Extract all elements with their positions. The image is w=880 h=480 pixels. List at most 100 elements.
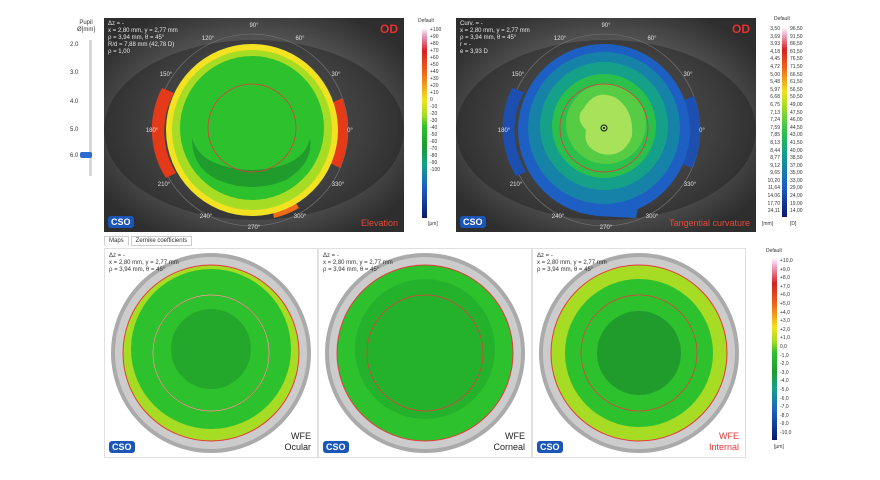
wfe-type-label: WFE Ocular xyxy=(284,431,311,453)
scale-tick: -1,0 xyxy=(780,352,789,359)
curvature-colorbar xyxy=(782,27,787,217)
scale-tick: 7,59 xyxy=(770,124,780,131)
cso-logo: CSO xyxy=(537,441,563,453)
scale-tick: -6,0 xyxy=(780,395,789,402)
wfe-scale[interactable]: Default +10,0 +9,0 +8,0 +7,0 +6,0 +5,0 +4,0 +3,… xyxy=(756,248,796,456)
angle-label: 0° xyxy=(699,128,705,134)
scale-tick: 33,00 xyxy=(790,177,803,184)
angle-label: 60° xyxy=(295,36,305,42)
angle-label: 300° xyxy=(646,214,659,220)
scale-tick: +4,0 xyxy=(780,309,790,316)
map-type-label[interactable]: Tangential curvature xyxy=(668,218,750,228)
scale-tick: 4,18 xyxy=(770,48,780,55)
elevation-scale[interactable]: Default +100 +90 +80 +70 +60 +50 +40 +30… xyxy=(414,18,444,232)
wfe-colorbar xyxy=(772,258,777,440)
scale-tick: 47,50 xyxy=(790,109,803,116)
scale-tick: 19,00 xyxy=(790,200,803,207)
scale-ticks: +10,0 +9,0 +8,0 +7,0 +6,0 +5,0 +4,0 +3,0 +2,0 +1,… xyxy=(780,257,793,437)
scale-d-column: 96,50 91,50 86,50 81,50 76,50 71,50 66,50 61,50… xyxy=(790,26,820,216)
wfe-label: WFE xyxy=(505,431,525,441)
scale-tick: 66,50 xyxy=(790,71,803,78)
scale-tick: -40 xyxy=(430,125,438,131)
pupil-value: 6.0 xyxy=(70,153,79,159)
scale-tick: 81,50 xyxy=(790,48,803,55)
scale-tick: 14,06 xyxy=(767,193,780,200)
angle-label: 240° xyxy=(552,214,565,220)
scale-tick: 43,00 xyxy=(790,132,803,139)
scale-tick: 24,00 xyxy=(790,193,803,200)
scale-tick: 11,64 xyxy=(767,185,780,192)
wfe-corneal-panel[interactable]: Δz = - x = 2,80 mm, y = 2,77 mm ρ = 3,94… xyxy=(318,248,532,458)
angle-label: 90° xyxy=(249,23,259,29)
scale-tick: +10,0 xyxy=(780,258,793,264)
scale-tick: 14,00 xyxy=(790,208,803,215)
pupil-value: 2.0 xyxy=(70,42,79,48)
scale-tick: +6,0 xyxy=(780,292,790,299)
scale-tick: 0 xyxy=(430,97,433,103)
wfe-source-label: Ocular xyxy=(284,442,311,452)
scale-tick: 6,68 xyxy=(770,94,780,101)
scale-tick: 0,0 xyxy=(780,343,787,350)
scale-tick: 8,44 xyxy=(770,147,780,154)
wfe-ocular-map xyxy=(111,253,311,453)
pupil-selector[interactable]: Pupil Ø[mm] 2.0 3.0 4.0 5.0 6.0 xyxy=(66,20,106,180)
scale-tick: -90 xyxy=(430,160,438,166)
scale-tick: -70 xyxy=(430,146,438,152)
tab-maps[interactable]: Maps xyxy=(104,236,129,246)
scale-tick: -20 xyxy=(430,111,438,117)
cso-logo: CSO xyxy=(108,216,134,228)
scale-tick: +8,0 xyxy=(780,275,790,282)
scale-unit: [μm] xyxy=(428,221,438,227)
scale-ticks: +100 +90 +80 +70 +60 +50 +40 +30 +20 +10… xyxy=(430,27,441,174)
scale-tick: 5,00 xyxy=(770,71,780,78)
angle-label: 180° xyxy=(146,128,159,134)
scale-tick: +9,0 xyxy=(780,266,790,273)
angle-label: 240° xyxy=(200,214,213,220)
pupil-label: Pupil xyxy=(79,20,93,26)
scale-tick: -3,0 xyxy=(780,369,789,376)
cso-logo: CSO xyxy=(109,441,135,453)
scale-unit: [μm] xyxy=(774,444,784,450)
angle-label: 330° xyxy=(684,182,697,188)
cso-logo: CSO xyxy=(323,441,349,453)
pupil-slider-knob[interactable] xyxy=(80,152,92,158)
scale-tick: +70 xyxy=(430,48,439,54)
scale-tick: -2,0 xyxy=(780,361,789,368)
elevation-map-panel[interactable]: 90° 60° 120° 30° 150° 0° 180° 330° 210° … xyxy=(104,18,404,232)
angle-label: 150° xyxy=(512,72,525,78)
map-type-label[interactable]: Elevation xyxy=(360,218,398,228)
pupil-value: 4.0 xyxy=(70,99,79,105)
wfe-ocular-panel[interactable]: Δz = - x = 2,80 mm, y = 2,77 mm ρ = 3,94… xyxy=(104,248,318,458)
scale-tick: 29,00 xyxy=(790,185,803,192)
scale-tick: 38,50 xyxy=(790,155,803,162)
pupil-slider-track[interactable] xyxy=(89,40,92,176)
elevation-readout: Δz = - x = 2,80 mm, y = 2,77 mm ρ = 3,94… xyxy=(108,21,178,55)
wfe-readout: Δz = - x = 2,80 mm, y = 2,77 mm ρ = 3,94… xyxy=(537,253,607,273)
angle-label: 270° xyxy=(248,225,261,231)
curvature-scale[interactable]: Default 3,50 3,69 3,93 4,18 4,45 4,72 5,00 5,48… xyxy=(760,16,830,236)
wfe-type-label: WFE Internal xyxy=(709,431,739,453)
scale-tick: -9,0 xyxy=(780,421,789,428)
scale-tick: -10 xyxy=(430,104,438,110)
wfe-readout: Δz = - x = 2,80 mm, y = 2,77 mm ρ = 3,94… xyxy=(109,253,179,273)
scale-tick: -4,0 xyxy=(780,378,789,385)
wfe-internal-panel[interactable]: Δz = - x = 2,80 mm, y = 2,77 mm ρ = 3,94… xyxy=(532,248,746,458)
scale-tick: +10 xyxy=(430,90,439,96)
scale-tick: 71,50 xyxy=(790,63,803,70)
scale-tick: 7,13 xyxy=(770,109,780,116)
scale-tick: 49,00 xyxy=(790,101,803,108)
angle-label: 180° xyxy=(498,128,511,134)
scale-tick: 9,12 xyxy=(770,162,780,169)
curvature-readout: Curv. = - x = 2,80 mm, y = 2,77 mm ρ = 3… xyxy=(460,21,530,55)
pupil-value: 3.0 xyxy=(70,70,79,76)
scale-tick: 41,50 xyxy=(790,139,803,146)
tab-zernike-coefficients[interactable]: Zernike coefficients xyxy=(130,236,193,246)
scale-tick: 37,00 xyxy=(790,162,803,169)
wfe-type-label: WFE Corneal xyxy=(493,431,525,453)
elevation-colorbar xyxy=(422,28,427,218)
angle-label: 210° xyxy=(158,182,171,188)
angle-label: 120° xyxy=(202,36,215,42)
cso-logo: CSO xyxy=(460,216,486,228)
tangential-map-panel[interactable]: 90° 60° 120° 30° 150° 0° 180° 330° 210° … xyxy=(456,18,756,232)
scale-title: Default xyxy=(766,248,782,254)
